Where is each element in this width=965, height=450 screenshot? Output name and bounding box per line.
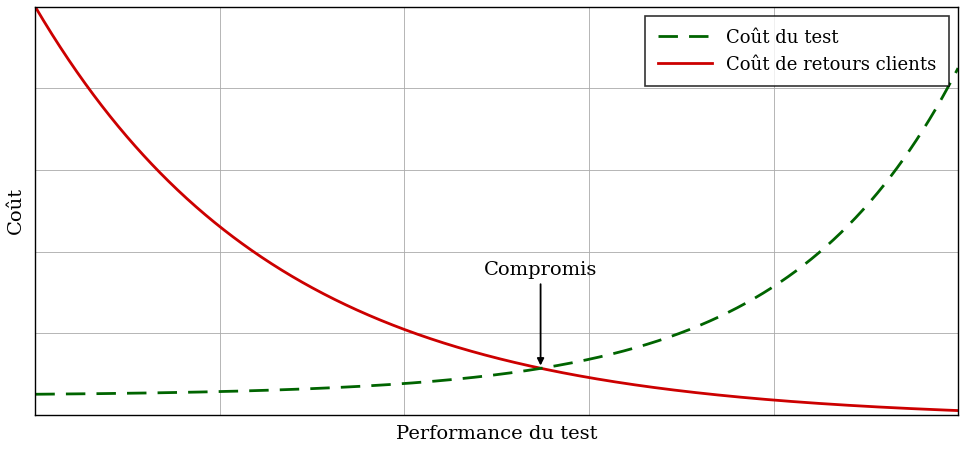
Coût de retours clients	[436, 340, 448, 345]
Coût de retours clients	[402, 328, 414, 334]
Y-axis label: Coût: Coût	[7, 187, 25, 234]
Coût de retours clients	[30, 4, 41, 9]
Coût du test	[124, 391, 135, 396]
Coût du test	[765, 285, 777, 291]
Coût du test	[30, 392, 41, 397]
Legend: Coût du test, Coût de retours clients: Coût du test, Coût de retours clients	[645, 16, 949, 86]
Coût du test	[436, 378, 448, 383]
X-axis label: Performance du test: Performance du test	[396, 425, 597, 443]
Coût de retours clients	[952, 408, 964, 413]
Line: Coût du test: Coût du test	[36, 68, 958, 394]
Coût de retours clients	[749, 396, 760, 401]
Coût du test	[952, 65, 964, 71]
Coût du test	[402, 381, 414, 386]
Coût de retours clients	[765, 397, 777, 403]
Coût de retours clients	[663, 387, 675, 392]
Coût du test	[749, 295, 760, 301]
Text: Compromis: Compromis	[483, 261, 597, 364]
Coût du test	[663, 334, 675, 340]
Line: Coût de retours clients: Coût de retours clients	[36, 7, 958, 410]
Coût de retours clients	[124, 137, 135, 142]
